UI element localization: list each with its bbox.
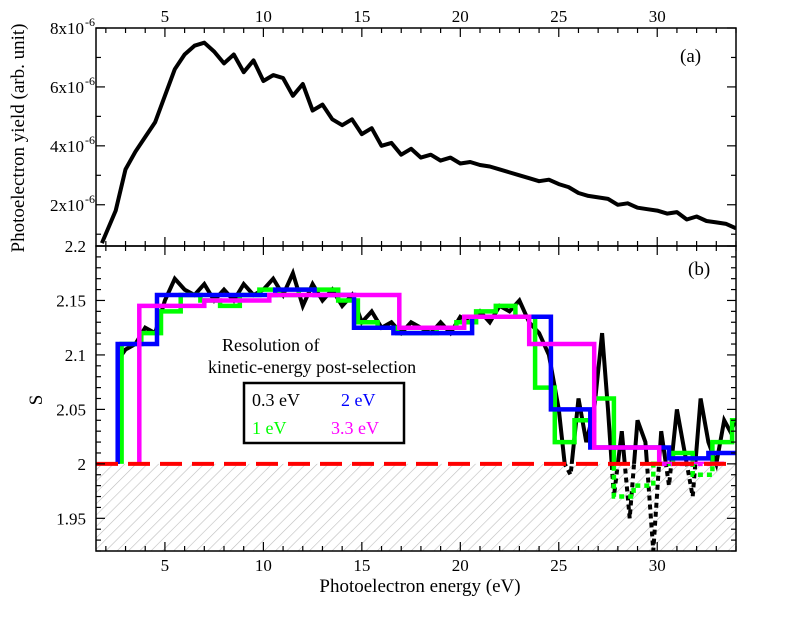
y-tick-label-b-2: 2.1 — [65, 346, 86, 365]
hatched-below-threshold — [96, 463, 736, 551]
top-x-tick-label-3: 20 — [452, 7, 469, 26]
x-tick-label-3: 20 — [452, 556, 469, 575]
top-x-tick-label-5: 30 — [649, 7, 666, 26]
legend-title-line1: Resolution of — [222, 335, 320, 355]
x-tick-label-1: 10 — [255, 556, 272, 575]
panel-a-series-line-0 — [100, 40, 736, 244]
y-tick-label-a-3: 2x10 — [50, 196, 84, 215]
legend-entry-3: 3.3 eV — [331, 418, 379, 438]
y-tick-label-a-0: 8x10 — [50, 19, 84, 38]
legend-title-line2: kinetic-energy post-selection — [208, 357, 416, 377]
x-tick-label-5: 30 — [649, 556, 666, 575]
legend-entry-0: 0.3 eV — [252, 390, 300, 410]
panel-label-a: (a) — [680, 46, 701, 67]
panel-b-series-below-0 — [116, 463, 719, 551]
y-tick-label-a-2: 4x10 — [50, 137, 84, 156]
hatch-region — [96, 463, 736, 551]
y-tick-exp-a-2: -6 — [85, 133, 95, 147]
y-tick-exp-a-1: -6 — [85, 74, 95, 88]
x-axis-title: Photoelectron energy (eV) — [319, 576, 520, 597]
y-tick-label-b-5: 1.95 — [56, 509, 86, 528]
y-tick-label-b-1: 2.15 — [56, 291, 86, 310]
top-x-tick-label-0: 5 — [161, 7, 170, 26]
top-x-tick-label-4: 25 — [550, 7, 567, 26]
panel-b-series — [96, 267, 736, 551]
x-tick-label-2: 15 — [353, 556, 370, 575]
y-tick-label-b-4: 2 — [78, 455, 87, 474]
x-tick-label-0: 5 — [161, 556, 170, 575]
legend-entry-1: 2 eV — [341, 390, 376, 410]
x-tick-label-4: 25 — [550, 556, 567, 575]
y-axis-title-b: S — [26, 395, 47, 406]
panel-b-series-line-3 — [137, 292, 725, 464]
top-x-tick-label-1: 10 — [255, 7, 272, 26]
panel-label-b: (b) — [688, 259, 710, 280]
y-tick-exp-a-3: -6 — [85, 192, 95, 206]
legend-box — [242, 381, 406, 445]
y-tick-label-b-3: 2.05 — [56, 400, 86, 419]
panel-b-series-below-1 — [119, 463, 715, 499]
y-axis-title-a: Photoelectron yield (arb. unit) — [8, 24, 29, 253]
top-x-tick-label-2: 15 — [353, 7, 370, 26]
panel-a-frame — [95, 27, 737, 247]
axis-text: (a) (b) Photoelectron yield (arb. unit) … — [8, 24, 710, 598]
y-tick-label-a-1: 6x10 — [50, 78, 84, 97]
panel-a-series — [100, 40, 736, 244]
y-tick-exp-a-0: -6 — [85, 15, 95, 29]
y-tick-label-b-0: 2.2 — [65, 237, 86, 256]
legend-entry-2: 1 eV — [252, 418, 287, 438]
